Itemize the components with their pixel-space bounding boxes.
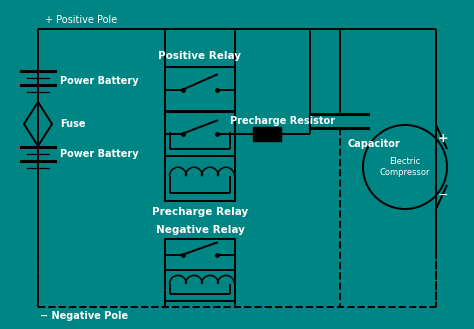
- Bar: [165, 67, 235, 157]
- Text: Positive Relay: Positive Relay: [158, 51, 241, 61]
- Polygon shape: [24, 102, 52, 146]
- Text: Power Battery: Power Battery: [60, 76, 138, 86]
- Text: + Positive Pole: + Positive Pole: [45, 15, 117, 25]
- Text: +: +: [438, 133, 448, 145]
- Text: −: −: [438, 189, 448, 201]
- Text: Precharge Resistor: Precharge Resistor: [230, 115, 335, 125]
- Bar: [165, 239, 235, 301]
- Text: Negative Relay: Negative Relay: [155, 225, 245, 235]
- Bar: [253, 126, 281, 140]
- Text: Power Battery: Power Battery: [60, 149, 138, 159]
- Circle shape: [363, 125, 447, 209]
- Text: Precharge Relay: Precharge Relay: [152, 207, 248, 217]
- Text: − Negative Pole: − Negative Pole: [40, 311, 128, 321]
- Bar: [165, 111, 235, 201]
- Text: Capacitor: Capacitor: [348, 139, 401, 149]
- Text: Fuse: Fuse: [60, 119, 85, 129]
- Text: Electric
Compressor: Electric Compressor: [380, 157, 430, 177]
